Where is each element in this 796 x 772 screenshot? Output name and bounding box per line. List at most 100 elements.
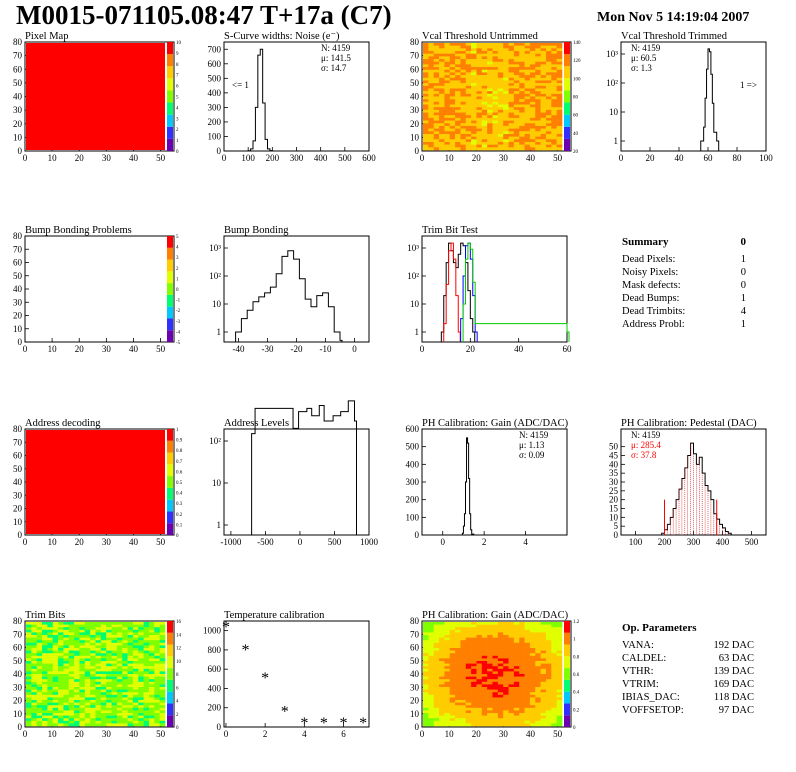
heatmap-cell [465, 645, 472, 649]
heatmap-cell [159, 624, 166, 628]
heatmap-cell [138, 674, 144, 677]
heatmap-cell [79, 668, 86, 672]
heatmap-cell [529, 627, 536, 631]
chart-pixel-map: Pixel Map [24, 31, 175, 152]
heatmap-cell [503, 645, 509, 649]
heatmap-cell [455, 679, 461, 683]
heatmap-cell [556, 43, 563, 46]
heatmap-cell [492, 83, 499, 87]
heatmap-cell [497, 123, 504, 127]
heatmap-cell [95, 663, 102, 667]
heatmap-cell [423, 697, 429, 701]
heatmap-cell [100, 700, 107, 703]
heatmap-cell [471, 676, 477, 680]
heatmap-cell [455, 645, 461, 649]
y-tick-label: 30 [13, 297, 23, 307]
heatmap-cell [519, 120, 525, 124]
heatmap-cell [106, 715, 112, 719]
heatmap-cell [100, 661, 107, 664]
y-tick-label: 200 [208, 117, 222, 127]
x-tick-label: 10 [48, 729, 58, 739]
heatmap-cell [47, 627, 54, 631]
heatmap-cell [433, 715, 440, 719]
heatmap-cell [74, 671, 80, 675]
data-point: * [340, 715, 348, 732]
heatmap-cell [122, 642, 128, 646]
heatmap-cell [138, 635, 144, 638]
heatmap-cell [439, 64, 445, 68]
heatmap-cell [551, 624, 557, 628]
heatmap-cell [154, 663, 160, 667]
heatmap-cell [492, 655, 499, 659]
heatmap-cell [433, 689, 440, 693]
heatmap-cell [540, 681, 547, 685]
heatmap-cell [465, 674, 472, 677]
heatmap-cell [540, 642, 547, 646]
palette-tick-label: 1 [176, 277, 179, 282]
heatmap-cell [487, 147, 493, 151]
heatmap-cell [513, 85, 520, 89]
stat-line: N: 4159 [321, 43, 351, 53]
heatmap-cell [497, 77, 504, 81]
x-tick-label: 10 [48, 537, 58, 547]
heatmap-cell [535, 109, 541, 113]
heatmap-cell [529, 67, 536, 71]
heatmap-cell [116, 650, 123, 654]
heatmap-cell [481, 80, 488, 84]
palette-tick-label: 0.9 [176, 439, 183, 444]
heatmap-cell [439, 117, 445, 121]
x-tick-label: -500 [257, 537, 274, 547]
heatmap-cell [465, 93, 472, 97]
heatmap-cell [449, 718, 456, 722]
heatmap-cell [535, 141, 541, 145]
heatmap-cell [513, 622, 520, 625]
heatmap-cell [47, 681, 54, 685]
heatmap-cell [444, 692, 451, 696]
x-tick-label: 0 [420, 153, 425, 163]
heatmap-cell [465, 679, 472, 683]
heatmap-cell [444, 648, 451, 651]
heatmap-cell [529, 653, 536, 657]
heatmap-cell [449, 661, 456, 664]
palette-tick-label: 0.8 [176, 449, 183, 454]
heatmap-cell [481, 705, 488, 709]
heatmap-cell [519, 125, 525, 129]
heatmap-cell [535, 640, 541, 644]
heatmap-cell [31, 679, 37, 683]
heatmap-cell [138, 689, 144, 693]
heatmap-cell [433, 668, 440, 672]
heatmap-cell [465, 661, 472, 664]
heatmap-cell [433, 93, 440, 97]
heatmap-cell [423, 69, 429, 73]
heatmap-cell [449, 123, 456, 127]
heatmap-cell [481, 666, 488, 670]
heatmap-cell [508, 642, 515, 646]
heatmap-cell [465, 627, 472, 631]
x-tick-label: 40 [129, 344, 139, 354]
heatmap-cell [513, 658, 520, 662]
heatmap-cell [100, 694, 107, 698]
heatmap-cell [529, 663, 536, 667]
heatmap-cell [428, 53, 434, 57]
heatmap-cell [132, 684, 139, 688]
heatmap-cell [529, 645, 536, 649]
heatmap-cell [74, 629, 80, 633]
heatmap-cell [455, 655, 461, 659]
heatmap-cell [47, 700, 54, 703]
heatmap-cell [529, 120, 536, 124]
stat-line: μ: 141.5 [321, 53, 351, 63]
heatmap-cell [63, 713, 70, 716]
heatmap-cell [508, 637, 515, 641]
heatmap-cell [68, 629, 75, 633]
heatmap-cell [476, 707, 483, 711]
heatmap-cell [143, 697, 150, 701]
heatmap-cell [460, 67, 467, 71]
heatmap-cell [148, 645, 155, 649]
heatmap-cell [449, 671, 456, 675]
heatmap-cell [513, 705, 520, 709]
heatmap-cell [524, 53, 531, 57]
heatmap-cell [95, 648, 102, 651]
heatmap-cell [111, 687, 118, 690]
heatmap-cell [476, 632, 483, 636]
heatmap-cell [444, 650, 451, 654]
